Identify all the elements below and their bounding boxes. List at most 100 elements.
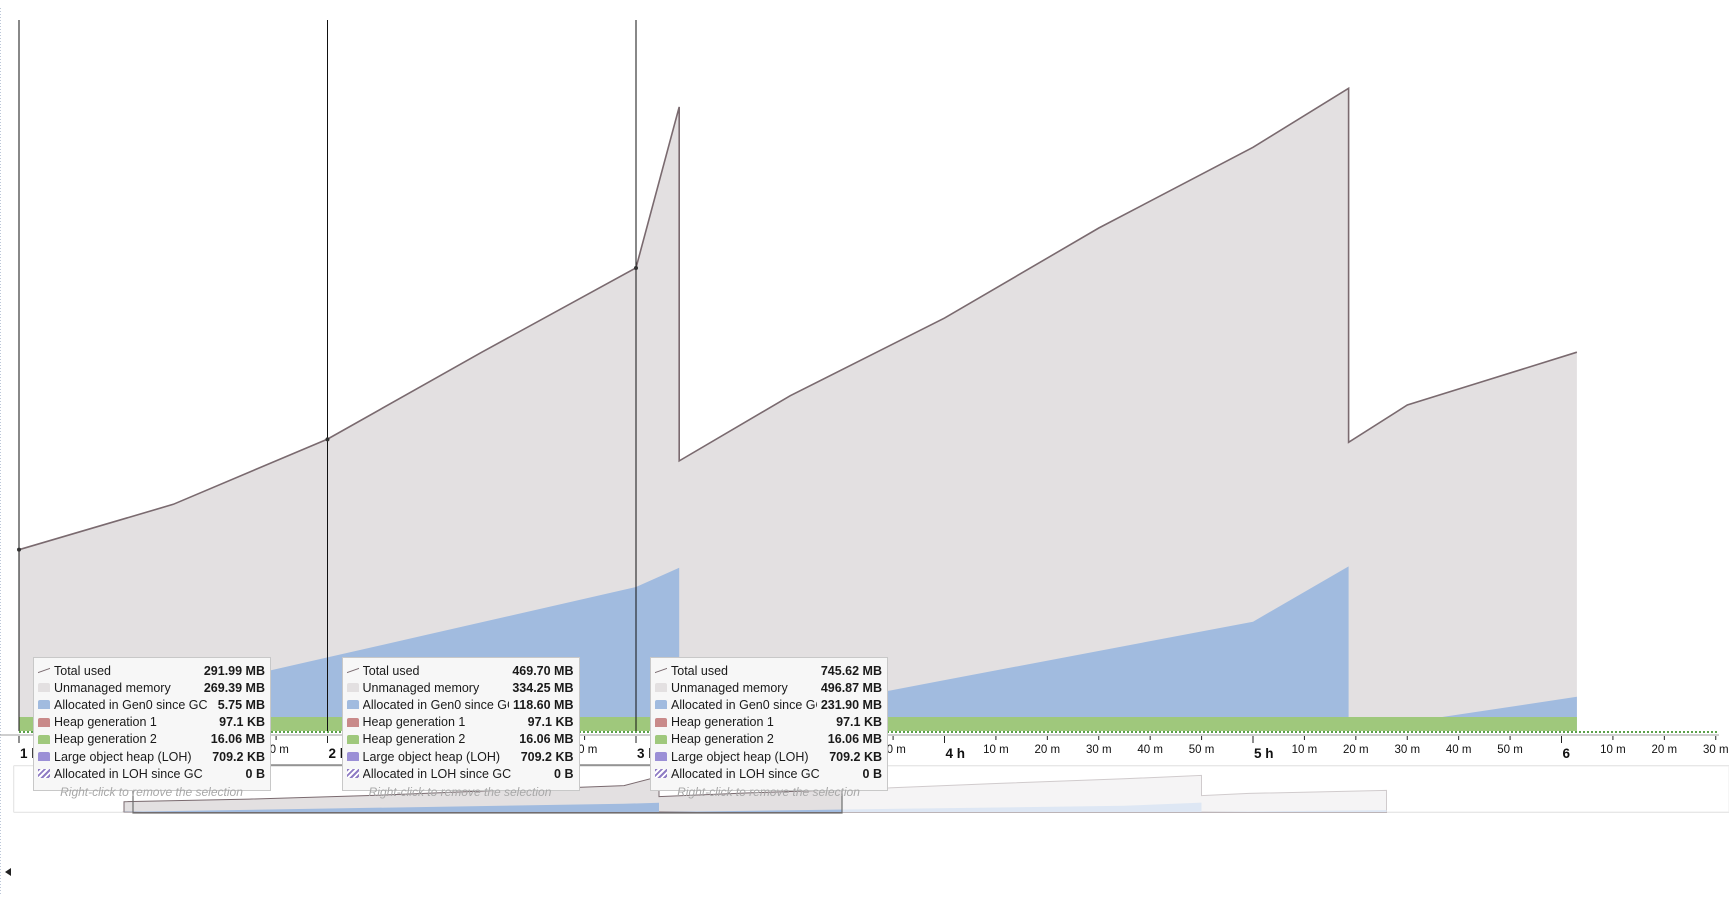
tooltip-row-value: 0 B — [245, 766, 265, 781]
tooltip-row-label: Allocated in LOH since GC — [362, 766, 512, 781]
tooltip-row: Heap generation 1 97.1 KB — [38, 714, 265, 731]
tooltip-row: Allocated in LOH since GC 0 B — [346, 765, 574, 782]
gen1-legend-icon — [38, 717, 50, 727]
tooltip-row: Allocated in Gen0 since GC 118.60 MB — [346, 696, 574, 713]
tooltip-row: Allocated in Gen0 since GC 231.90 MB — [655, 696, 882, 713]
tooltip-row-label: Heap generation 1 — [54, 715, 157, 730]
tooltip-row-value: 0 B — [554, 766, 574, 781]
selection-tooltip: Total used 291.99 MB Unmanaged memory 269.3… — [33, 657, 271, 799]
tooltip-row: Unmanaged memory 496.87 MB — [655, 679, 882, 696]
hour-tick-label: 4 h — [946, 746, 966, 761]
selection-point — [17, 547, 21, 552]
loh_alloc-legend-icon — [38, 769, 50, 779]
tooltip-row-value: 16.06 MB — [827, 732, 882, 747]
hour-tick-label: 6 — [1563, 746, 1571, 761]
tooltip-row-value: 709.2 KB — [212, 749, 265, 764]
tooltip-row-value: 291.99 MB — [203, 663, 265, 678]
tooltip-row-label: Large object heap (LOH) — [362, 749, 501, 764]
gen2-legend-icon — [346, 734, 359, 744]
tooltip-row-label: Unmanaged memory — [362, 680, 480, 695]
scroll-left-icon[interactable] — [5, 868, 11, 876]
tooltip-row-label: Total used — [54, 663, 111, 678]
tooltip-row: Heap generation 2 16.06 MB — [346, 731, 574, 748]
tooltip-row-label: Heap generation 2 — [54, 732, 157, 747]
tooltip-row-value: 97.1 KB — [527, 715, 574, 730]
tooltip-row-value: 469.70 MB — [512, 663, 574, 678]
minute-tick-label: 40 m — [1137, 744, 1163, 756]
tooltip-row: Total used 469.70 MB — [346, 662, 574, 679]
minute-tick-label: 10 m — [983, 744, 1009, 756]
gen2-legend-icon — [38, 734, 50, 744]
tooltip-row-value: 97.1 KB — [219, 715, 265, 730]
tooltip-hint: Right-click to remove the selection — [60, 785, 243, 800]
tooltip-hint: Right-click to remove the selection — [368, 785, 552, 800]
tooltip-row: Heap generation 1 97.1 KB — [655, 714, 882, 731]
minute-tick-label: 20 m — [1652, 744, 1678, 756]
tooltip-row-value: 231.90 MB — [820, 697, 882, 712]
tooltip-row-label: Large object heap (LOH) — [54, 749, 192, 764]
gen1-legend-icon — [346, 717, 359, 727]
tooltip-row-label: Heap generation 2 — [362, 732, 466, 747]
tooltip-row-label: Unmanaged memory — [54, 680, 171, 695]
minute-tick-label: 50 m — [1497, 744, 1523, 756]
tooltip-row: Large object heap (LOH) 709.2 KB — [346, 748, 574, 765]
tooltip-row: Allocated in LOH since GC 0 B — [38, 765, 265, 782]
minute-tick-label: 40 m — [1446, 744, 1472, 756]
tooltip-row-value: 709.2 KB — [829, 749, 882, 764]
tooltip-row-label: Heap generation 2 — [671, 732, 774, 747]
tooltip-row-label: Allocated in Gen0 since GC — [362, 697, 510, 712]
tooltip-row-label: Large object heap (LOH) — [671, 749, 809, 764]
total-legend-icon — [655, 667, 667, 675]
tooltip-row-label: Allocated in Gen0 since GC — [671, 697, 817, 712]
tooltip-row: Large object heap (LOH) 709.2 KB — [655, 748, 882, 765]
tooltip-hint: Right-click to remove the selection — [677, 785, 860, 800]
chart-areas — [18, 86, 1719, 733]
tooltip-row-label: Heap generation 1 — [362, 715, 466, 730]
unmanaged-legend-icon — [38, 683, 50, 693]
tooltip-row-value: 97.1 KB — [836, 715, 882, 730]
total-legend-icon — [38, 667, 50, 675]
unmanaged-memory-area — [19, 88, 1577, 732]
gen1-legend-icon — [655, 717, 667, 727]
loh-legend-icon — [655, 752, 667, 762]
selection-point — [325, 437, 330, 442]
total-used-line — [18, 86, 1578, 551]
tooltip-row: Allocated in Gen0 since GC 5.75 MB — [38, 696, 265, 713]
tooltip-row-value: 0 B — [862, 766, 882, 781]
tooltip-row: Large object heap (LOH) 709.2 KB — [38, 748, 265, 765]
tooltip-row-value: 709.2 KB — [520, 749, 574, 764]
selection-tooltip: Total used 469.70 MB Unmanaged memory 334.2… — [341, 657, 580, 799]
minute-tick-label: 30 m — [1703, 744, 1729, 756]
selection-markers[interactable] — [17, 20, 638, 731]
minute-tick-label: 10 m — [1600, 744, 1626, 756]
tooltip-row-value: 496.87 MB — [820, 680, 882, 695]
tooltip-row-label: Total used — [362, 663, 420, 678]
minute-tick-label: 30 m — [1394, 744, 1420, 756]
tooltip-row-value: 269.39 MB — [203, 680, 265, 695]
overview-fade-right — [842, 766, 1729, 812]
tooltip-row: Unmanaged memory 334.25 MB — [346, 679, 574, 696]
hour-tick-label: 5 h — [1254, 746, 1274, 761]
selection-tooltip: Total used 745.62 MB Unmanaged memory 496.8… — [650, 657, 888, 799]
tooltip-row: Allocated in LOH since GC 0 B — [655, 765, 882, 782]
loh-legend-icon — [346, 752, 359, 762]
tooltip-row-label: Unmanaged memory — [671, 680, 788, 695]
minute-tick-label: 50 m — [1189, 744, 1215, 756]
selection-point — [634, 265, 638, 270]
total-legend-icon — [346, 667, 359, 675]
tooltip-row: Heap generation 1 97.1 KB — [346, 714, 574, 731]
loh-legend-icon — [38, 752, 50, 762]
tooltip-row: Heap generation 2 16.06 MB — [38, 731, 265, 748]
minute-tick-label: 20 m — [1343, 744, 1369, 756]
tooltip-row-value: 16.06 MB — [519, 732, 574, 747]
tooltip-row: Total used 291.99 MB — [38, 662, 265, 679]
tooltip-row-value: 745.62 MB — [820, 663, 882, 678]
tooltip-row-value: 334.25 MB — [512, 680, 574, 695]
tooltip-row: Unmanaged memory 269.39 MB — [38, 679, 265, 696]
tooltip-row-value: 5.75 MB — [217, 697, 265, 712]
loh_alloc-legend-icon — [655, 769, 667, 779]
gen0-legend-icon — [346, 700, 359, 710]
tooltip-row-label: Total used — [671, 663, 728, 678]
gen0-legend-icon — [655, 700, 667, 710]
unmanaged-legend-icon — [655, 683, 667, 693]
